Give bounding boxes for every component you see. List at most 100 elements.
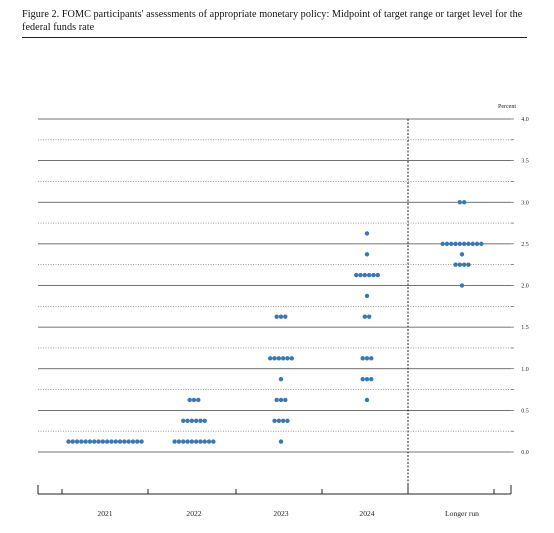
projection-dot: [364, 231, 370, 236]
projection-dot: [459, 283, 465, 288]
projection-dot: [211, 439, 216, 444]
y-tick-label: 3.5: [521, 159, 529, 165]
projection-dot: [96, 439, 101, 444]
projection-dot: [285, 418, 290, 423]
x-category-label: 2021: [97, 509, 112, 518]
projection-dot: [189, 439, 195, 444]
grid-layer: [38, 118, 511, 453]
projection-dot: [364, 397, 370, 403]
projection-dot: [278, 376, 284, 382]
projection-dot: [130, 439, 136, 444]
projection-dot: [457, 200, 463, 205]
projection-dot: [202, 439, 207, 444]
x-category-label: Longer run: [445, 509, 479, 518]
projection-dot: [364, 293, 370, 299]
projection-dot: [457, 241, 463, 247]
projection-dot: [109, 439, 114, 444]
y-tick-label: 2.0: [521, 284, 529, 290]
projection-dot: [70, 439, 75, 444]
projection-dot: [185, 439, 190, 444]
figure-title: Figure 2. FOMC participants' assessments…: [22, 9, 527, 38]
projection-dot: [83, 439, 88, 444]
projection-dot: [466, 241, 471, 247]
projection-dot: [176, 439, 182, 444]
projection-dot: [369, 376, 374, 382]
projection-dot: [449, 241, 454, 247]
y-tick-label: 3.0: [521, 200, 529, 206]
projection-dot: [459, 252, 465, 257]
projection-dot: [285, 356, 290, 361]
projection-dot: [364, 356, 370, 361]
projection-dot: [283, 314, 288, 319]
projection-dot: [453, 241, 458, 247]
projection-dot: [362, 314, 368, 319]
projection-dot: [117, 439, 123, 444]
projection-dot: [276, 418, 282, 423]
projection-dot: [181, 418, 186, 423]
projection-dot: [79, 439, 84, 444]
projection-dot: [461, 241, 467, 247]
projection-dot: [187, 397, 192, 403]
dots-layer: [66, 200, 484, 444]
y-tick-label: 4.0: [521, 117, 529, 123]
x-category-label: 2023: [273, 509, 288, 518]
projection-dot: [358, 272, 363, 278]
projection-dot: [366, 272, 372, 278]
projection-dot: [206, 439, 212, 444]
y-tick-label: 2.5: [521, 242, 529, 248]
projection-dot: [278, 397, 284, 403]
projection-dot: [278, 314, 284, 319]
projection-dot: [360, 376, 365, 382]
projection-dot: [181, 439, 186, 444]
projection-dot: [375, 272, 380, 278]
projection-dot: [66, 439, 71, 444]
projection-dot: [74, 439, 80, 444]
projection-dot: [354, 272, 359, 278]
projection-dot: [366, 314, 372, 319]
projection-dot: [198, 418, 203, 423]
projection-dot: [453, 262, 458, 267]
y-axis-unit-label: Percent: [498, 104, 516, 110]
y-tick-label: 0.0: [521, 450, 529, 456]
projection-dot: [202, 418, 207, 423]
projection-dot: [362, 272, 368, 278]
projection-dot: [191, 397, 197, 403]
projection-dot: [193, 418, 199, 423]
projection-dot: [274, 314, 279, 319]
projection-dot: [139, 439, 144, 444]
x-category-label: 2022: [186, 509, 201, 518]
projection-dot: [189, 418, 195, 423]
projection-dot: [280, 356, 286, 361]
projection-dot: [276, 356, 282, 361]
projection-dot: [470, 241, 475, 247]
projection-dot: [268, 356, 273, 361]
projection-dot: [113, 439, 118, 444]
projection-dot: [87, 439, 93, 444]
y-tick-label: 1.0: [521, 367, 529, 373]
projection-dot: [92, 439, 97, 444]
x-category-label: 2024: [359, 509, 374, 518]
projection-dot: [196, 397, 201, 403]
projection-dot: [289, 356, 294, 361]
projection-dot: [104, 439, 110, 444]
projection-dot: [440, 241, 445, 247]
projection-dot: [198, 439, 203, 444]
projection-dot: [122, 439, 127, 444]
projection-dot: [272, 356, 277, 361]
projection-dot: [461, 200, 467, 205]
projection-dot: [272, 418, 277, 423]
projection-dot: [135, 439, 140, 444]
projection-dot: [479, 241, 484, 247]
projection-dot: [278, 439, 284, 444]
axis-layer: 0.0 0.5 1.0 1.5 2.0 2.5 3.0 3.5 4.0 2021 2022 2023 2…: [37, 117, 529, 518]
projection-dot: [283, 397, 288, 403]
projection-dot: [172, 439, 177, 444]
projection-dot: [193, 439, 199, 444]
projection-dot: [369, 356, 374, 361]
projection-dot: [364, 376, 370, 382]
projection-dot: [461, 262, 467, 267]
projection-dot: [126, 439, 131, 444]
projection-dot: [474, 241, 480, 247]
projection-dot: [100, 439, 106, 444]
